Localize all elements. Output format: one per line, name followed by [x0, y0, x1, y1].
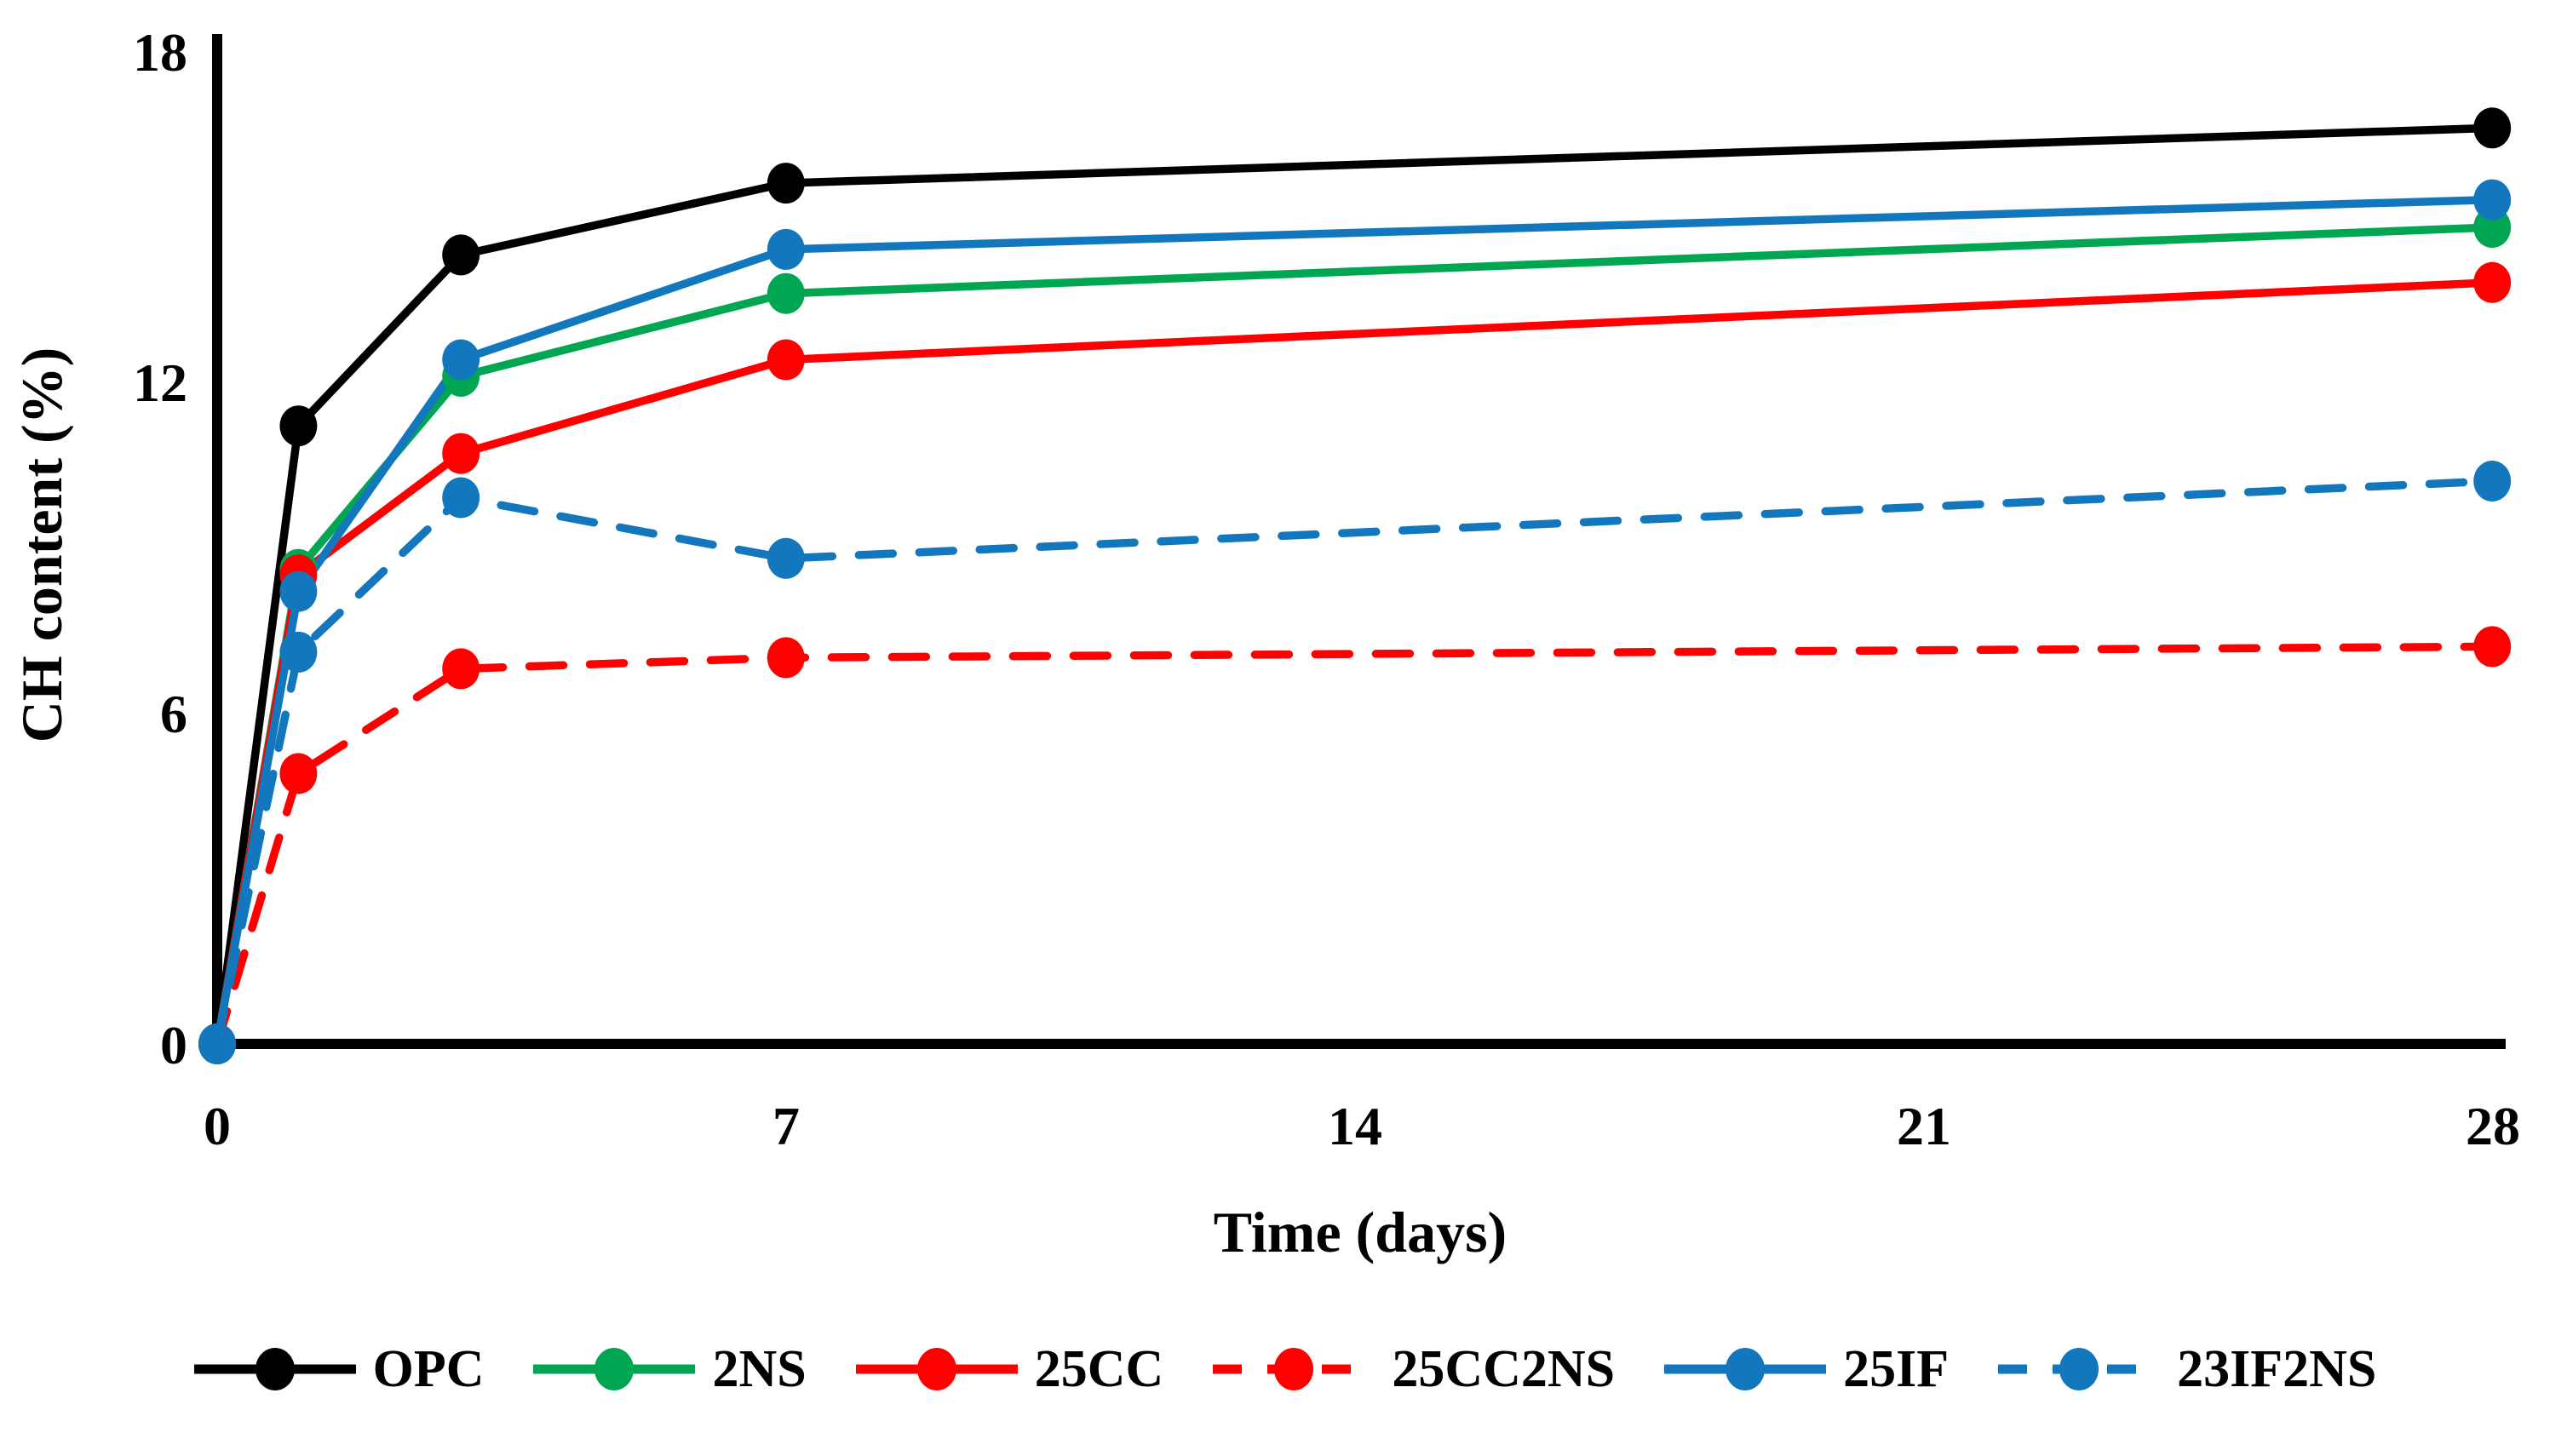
y-tick-12: 12: [133, 353, 187, 413]
legend-label: 25CC: [1034, 1340, 1164, 1398]
y-axis-title: CH content (%): [9, 347, 74, 743]
marker-OPC-day28: [2473, 107, 2512, 149]
x-tick-14: 14: [1328, 1096, 1382, 1156]
marker-23IF2NS-day3: [442, 477, 480, 519]
marker-23IF2NS-day7: [767, 537, 805, 579]
x-tick-7: 7: [772, 1096, 800, 1156]
marker-25CC2NS-day1: [279, 753, 318, 794]
marker-25CC2NS-day3: [442, 648, 480, 690]
legend-item-2ns: 2NS: [530, 1331, 807, 1407]
marker-25IF-day3: [442, 339, 480, 381]
legend-swatch-25if-line-icon: [1664, 1348, 1827, 1390]
legend-item-25cc2ns: 25CC2NS: [1209, 1331, 1615, 1407]
marker-25CC-day7: [767, 339, 805, 381]
marker-25IF-day1: [279, 570, 318, 612]
marker-OPC-day7: [767, 163, 805, 204]
series-layer: [198, 107, 2512, 1064]
legend-swatch-opc-line-icon: [193, 1348, 356, 1390]
y-tick-18: 18: [133, 22, 187, 83]
legend-label: 2NS: [712, 1340, 807, 1398]
marker-23IF2NS-day28: [2473, 461, 2512, 502]
legend-swatch-25cc-line-icon: [855, 1348, 1018, 1390]
legend-label: 25IF: [1843, 1340, 1950, 1398]
legend: OPC 2NS 25CC 25CC2NS: [0, 1318, 2567, 1420]
x-tick-21: 21: [1897, 1096, 1951, 1156]
legend-label: 23IF2NS: [2177, 1340, 2377, 1398]
y-tick-0: 0: [160, 1015, 187, 1075]
legend-label: 25CC2NS: [1392, 1340, 1616, 1398]
marker-23IF2NS-day0: [198, 1023, 236, 1064]
x-axis-title: Time (days): [1214, 1200, 1507, 1264]
marker-25IF-day28: [2473, 179, 2512, 221]
marker-OPC-day3: [442, 234, 480, 276]
legend-swatch-23if2ns-dashed-line-icon: [1998, 1348, 2161, 1390]
series-line-23IF2NS: [213, 477, 2496, 1048]
marker-25CC-day3: [442, 433, 480, 474]
marker-25IF-day7: [767, 228, 805, 270]
legend-item-25if: 25IF: [1661, 1331, 1949, 1407]
marker-25CC2NS-day7: [767, 637, 805, 679]
series-line-2NS: [213, 223, 2496, 1048]
marker-2NS-day7: [767, 272, 805, 314]
marker-OPC-day1: [279, 405, 318, 447]
marker-23IF2NS-day1: [279, 631, 318, 673]
legend-item-25cc: 25CC: [853, 1331, 1164, 1407]
series-line-25CC2NS: [213, 642, 2496, 1048]
legend-label: OPC: [372, 1340, 485, 1398]
marker-25CC2NS-day28: [2473, 626, 2512, 668]
marker-25CC-day28: [2473, 261, 2512, 303]
legend-swatch-2ns-line-icon: [533, 1348, 696, 1390]
legend-item-opc: OPC: [191, 1331, 485, 1407]
series-line-25IF: [213, 195, 2496, 1048]
x-tick-0: 0: [204, 1096, 231, 1156]
series-line-OPC: [213, 123, 2496, 1048]
y-tick-6: 6: [160, 684, 187, 744]
legend-swatch-25cc2ns-dashed-line-icon: [1213, 1348, 1375, 1390]
x-tick-28: 28: [2466, 1096, 2520, 1156]
legend-item-23if2ns: 23IF2NS: [1995, 1331, 2376, 1407]
